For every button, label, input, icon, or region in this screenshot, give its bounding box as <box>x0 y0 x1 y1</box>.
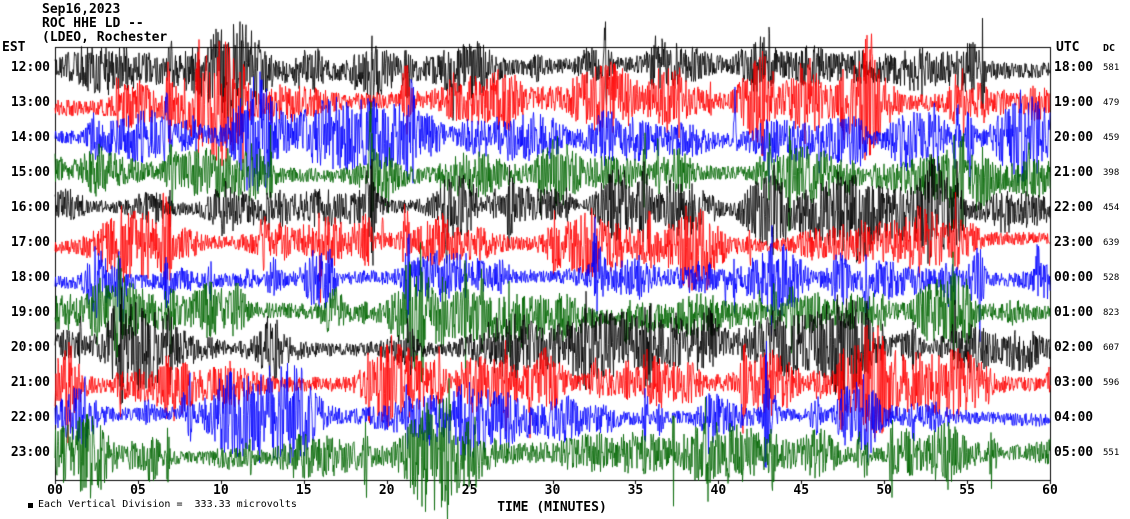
scale-marker-icon <box>28 503 33 508</box>
x-tick-label: 05 <box>130 483 146 498</box>
est-time-label: 21:00 <box>10 375 50 390</box>
utc-time-label: 22:00 <box>1054 200 1094 215</box>
utc-time-label: 05:00 <box>1054 445 1094 460</box>
est-time-label: 13:00 <box>10 95 50 110</box>
utc-time-label: 00:00 <box>1054 270 1094 285</box>
dc-offset-value: 459 <box>1103 133 1120 143</box>
est-axis-header: EST <box>2 40 26 55</box>
est-time-label: 23:00 <box>10 445 50 460</box>
x-tick-label: 25 <box>461 483 478 498</box>
dc-offset-value: 581 <box>1103 63 1120 73</box>
est-time-label: 14:00 <box>10 130 50 145</box>
utc-time-label: 03:00 <box>1054 375 1094 390</box>
utc-time-label: 04:00 <box>1054 410 1094 425</box>
est-time-label: 19:00 <box>10 305 50 320</box>
dc-offset-value: 479 <box>1103 98 1120 108</box>
utc-time-label: 02:00 <box>1054 340 1094 355</box>
est-time-label: 15:00 <box>10 165 50 180</box>
utc-time-label: 23:00 <box>1054 235 1094 250</box>
est-time-label: 18:00 <box>10 270 50 285</box>
est-time-label: 17:00 <box>10 235 50 250</box>
utc-time-label: 21:00 <box>1054 165 1094 180</box>
utc-time-label: 20:00 <box>1054 130 1094 145</box>
header-location: (LDEO, Rochester <box>42 30 168 45</box>
dc-offset-value: 823 <box>1103 308 1120 318</box>
est-time-label: 12:00 <box>10 60 50 75</box>
est-time-label: 20:00 <box>10 340 50 355</box>
dc-offset-value: 551 <box>1103 448 1120 458</box>
x-tick-label: 55 <box>959 483 975 498</box>
x-tick-label: 45 <box>793 483 810 498</box>
x-tick-label: 35 <box>627 483 644 498</box>
dc-offset-value: 607 <box>1103 343 1120 353</box>
x-tick-label: 10 <box>213 483 229 498</box>
utc-time-label: 19:00 <box>1054 95 1094 110</box>
scale-note: Each Vertical Division = 333.33 microvol… <box>38 499 297 510</box>
utc-axis-header: UTC <box>1056 40 1080 55</box>
x-tick-label: 00 <box>47 483 63 498</box>
dc-axis-header: DC <box>1103 43 1116 54</box>
dc-offset-value: 528 <box>1103 273 1120 283</box>
utc-time-label: 01:00 <box>1054 305 1094 320</box>
dc-offset-value: 398 <box>1103 168 1120 178</box>
x-tick-label: 50 <box>876 483 892 498</box>
est-time-label: 16:00 <box>10 200 50 215</box>
header-date: Sep16,2023 <box>42 2 121 17</box>
dc-offset-value: 596 <box>1103 378 1120 388</box>
x-tick-label: 20 <box>378 483 395 498</box>
utc-time-label: 18:00 <box>1054 60 1094 75</box>
x-axis-title: TIME (MINUTES) <box>497 500 607 515</box>
dc-offset-value: 639 <box>1103 238 1120 248</box>
x-tick-label: 15 <box>295 483 312 498</box>
dc-offset-value: 454 <box>1103 203 1120 213</box>
x-tick-label: 30 <box>544 483 561 498</box>
x-tick-label: 40 <box>710 483 727 498</box>
x-tick-label: 60 <box>1042 483 1058 498</box>
header-station: ROC HHE LD -- <box>42 16 144 31</box>
est-time-label: 22:00 <box>10 410 50 425</box>
